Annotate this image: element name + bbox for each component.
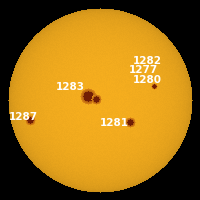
Text: 1280: 1280	[133, 75, 162, 85]
Text: 1287: 1287	[9, 112, 38, 122]
Text: 1282: 1282	[133, 56, 162, 66]
Text: 1277: 1277	[129, 65, 158, 75]
Text: 1283: 1283	[56, 82, 85, 92]
Text: 1281: 1281	[100, 118, 129, 128]
